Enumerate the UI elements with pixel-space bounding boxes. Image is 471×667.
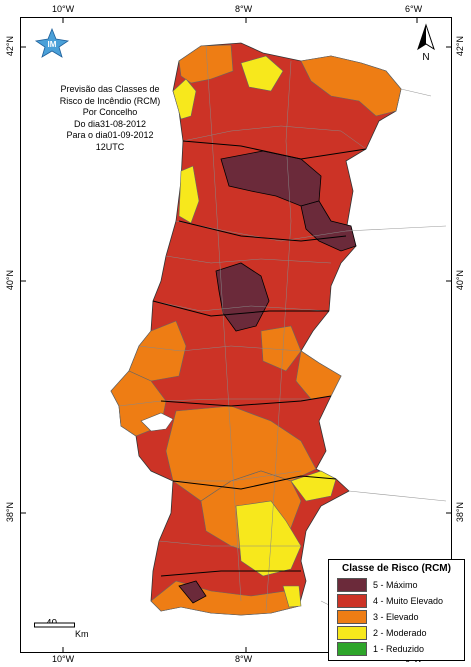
portugal-risk-map <box>21 18 451 652</box>
tagus-estuary <box>140 412 174 432</box>
title-line-6: 12UTC <box>95 141 125 152</box>
legend-swatch <box>337 642 367 656</box>
lon-label-bottom-8w: 8°W <box>235 654 253 664</box>
map-title-block: Previsão das Classes de Risco de Incêndi… <box>40 84 180 153</box>
municipality-borders <box>118 45 367 612</box>
district-borders <box>152 140 367 577</box>
title-line-4: Do dia31-08-2012 <box>73 118 147 129</box>
region-elevado-coast-centre <box>128 320 187 382</box>
spain-border <box>320 88 447 612</box>
class-elevado-regions <box>110 44 402 616</box>
region-maximo-algarve <box>178 580 207 604</box>
legend-item-elevado: 3 - Elevado <box>337 609 464 625</box>
legend-label: 4 - Muito Elevado <box>373 596 444 606</box>
region-elevado-north-east <box>300 55 402 117</box>
title-line-2: Risco de Incêndio (RCM) <box>59 95 161 106</box>
legend-swatch <box>337 578 367 592</box>
north-arrow-icon: N <box>417 23 435 63</box>
region-maximo-east <box>300 200 357 252</box>
region-moderado-coast-north <box>178 165 200 224</box>
scale-bar <box>34 622 75 628</box>
region-elevado-north-west <box>178 44 234 84</box>
region-elevado-centre-east <box>260 325 302 372</box>
legend-label: 2 - Moderado <box>373 628 427 638</box>
legend-title: Classe de Risco (RCM) <box>342 563 451 574</box>
lon-label-top-8w: 8°W <box>235 4 253 14</box>
class-maximo-regions <box>178 150 357 604</box>
im-logo: IM <box>34 28 70 58</box>
lon-label-bottom-10w: 10°W <box>52 654 75 664</box>
legend-item-moderado: 2 - Moderado <box>337 625 464 641</box>
class-moderado-regions <box>172 55 337 608</box>
legend: Classe de Risco (RCM) 5 - Máximo 4 - Mui… <box>328 559 465 661</box>
lat-label-right-38n: 38°N <box>455 502 465 523</box>
lat-label-right-40n: 40°N <box>455 270 465 291</box>
legend-label: 3 - Elevado <box>373 612 419 622</box>
title-line-5: Para o dia01-09-2012 <box>66 130 154 140</box>
legend-item-reduzido: 1 - Reduzido <box>337 641 464 657</box>
lat-label-right-42n: 42°N <box>455 36 465 57</box>
lat-label-left-42n: 42°N <box>5 36 15 57</box>
lon-label-top-6w: 6°W <box>405 4 423 14</box>
legend-label: 1 - Reduzido <box>373 644 425 654</box>
legend-swatch <box>337 626 367 640</box>
title-line-3: Por Concelho <box>82 107 138 117</box>
region-moderado-north <box>240 55 284 92</box>
legend-swatch <box>337 594 367 608</box>
svg-text:IM: IM <box>48 40 57 49</box>
title-line-1: Previsão das Classes de <box>60 84 160 94</box>
legend-label: 5 - Máximo <box>373 580 418 590</box>
legend-item-muito-elevado: 4 - Muito Elevado <box>337 593 464 609</box>
lat-label-left-40n: 40°N <box>5 270 15 291</box>
map-area <box>20 17 452 653</box>
lon-label-top-10w: 10°W <box>52 4 75 14</box>
scale-unit: Km <box>75 629 89 639</box>
legend-swatch <box>337 610 367 624</box>
region-moderado-minho <box>172 78 197 120</box>
svg-text:N: N <box>422 52 429 63</box>
lat-label-left-38n: 38°N <box>5 502 15 523</box>
region-moderado-algarve-east <box>282 585 302 608</box>
legend-item-maximo: 5 - Máximo <box>337 577 464 593</box>
